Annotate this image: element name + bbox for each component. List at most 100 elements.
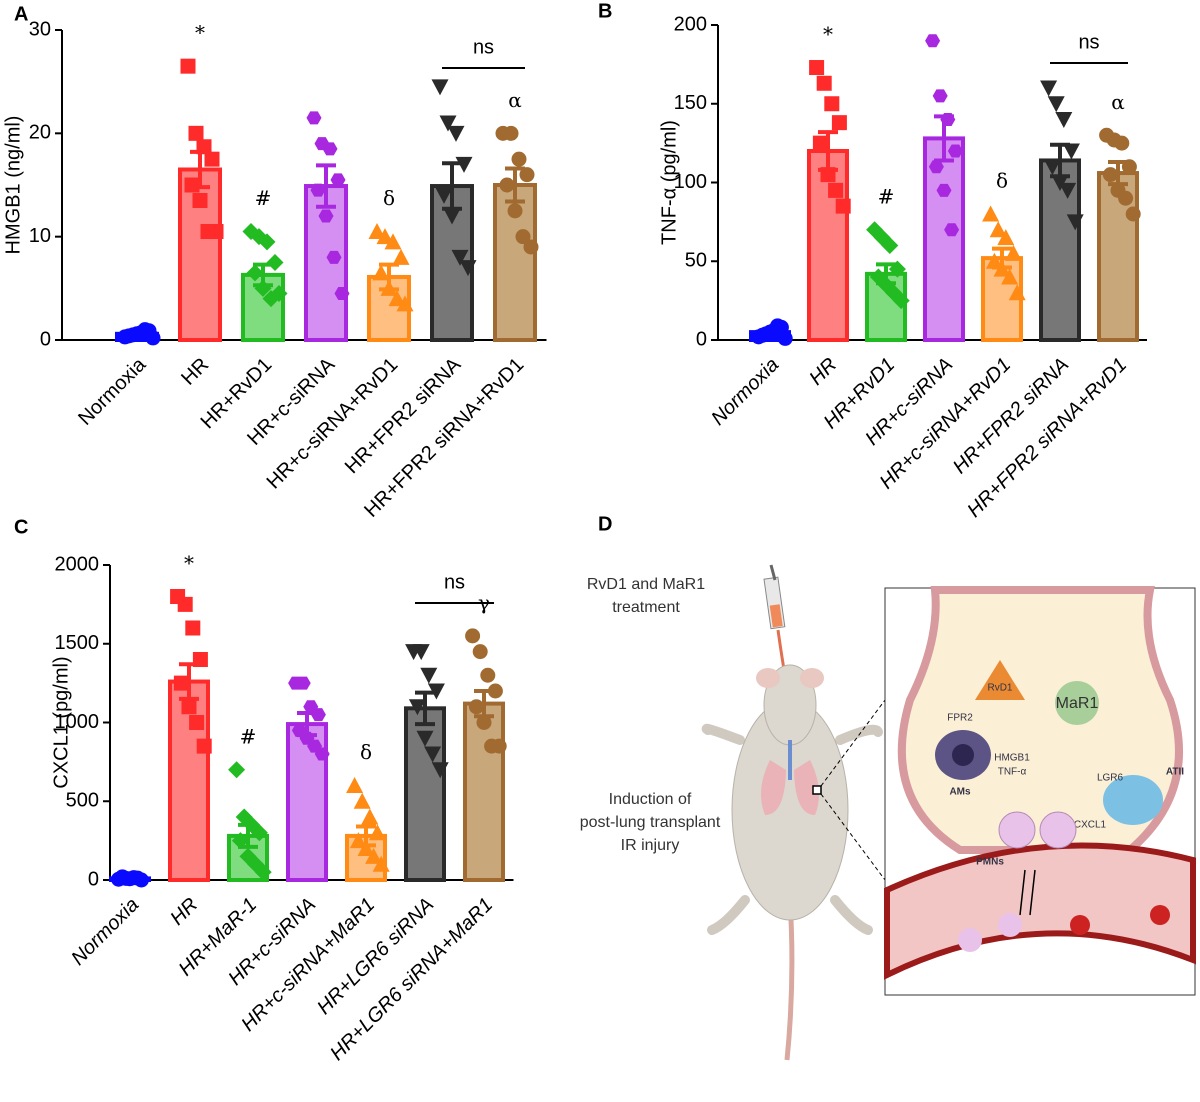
data-point <box>499 177 515 193</box>
treatment-text: treatment <box>612 599 680 616</box>
x-tick-label: HR <box>166 894 202 930</box>
data-point <box>947 144 963 158</box>
data-point <box>420 667 438 684</box>
data-point <box>346 777 364 793</box>
data-point <box>1004 244 1022 261</box>
diagram: D RvD1 and MaR1 treatment Induction of p… <box>580 513 1196 1061</box>
data-point <box>480 667 496 683</box>
data-point <box>231 832 249 850</box>
data-point <box>1066 214 1084 231</box>
data-point <box>812 135 828 151</box>
error-bar <box>760 328 780 336</box>
data-point <box>270 285 288 302</box>
atii-label: ATII <box>1166 767 1184 778</box>
data-point <box>476 715 492 730</box>
data-point <box>145 330 161 346</box>
data-point <box>881 237 899 254</box>
x-tick-label: Normoxia <box>707 354 783 430</box>
y-axis-title: CXCL1 (pg/ml) <box>50 656 72 788</box>
data-point <box>408 699 426 716</box>
data-point <box>431 79 449 96</box>
data-point <box>777 330 793 346</box>
error-bar <box>876 262 896 286</box>
data-point <box>451 249 469 266</box>
y-tick-label: 2000 <box>55 553 100 575</box>
error-bar <box>1108 160 1128 187</box>
data-point <box>180 58 196 74</box>
data-point <box>809 60 825 76</box>
x-tick-label: HR <box>177 354 213 390</box>
data-point <box>982 205 1000 222</box>
data-point <box>372 855 390 872</box>
data-point <box>188 125 204 141</box>
data-point <box>353 792 371 809</box>
data-point <box>824 96 840 112</box>
data-point <box>250 824 268 842</box>
bar <box>463 701 505 882</box>
y-tick-label: 1500 <box>55 632 100 654</box>
data-point <box>944 223 960 237</box>
x-tick-label: Normoxia <box>74 353 151 430</box>
data-point <box>416 730 434 747</box>
panel-label: B <box>598 0 612 22</box>
annotation: * <box>184 551 194 575</box>
data-point <box>173 675 189 691</box>
induction-text: IR injury <box>621 837 680 854</box>
data-point <box>1118 190 1134 206</box>
error-bar <box>179 662 199 701</box>
data-point <box>1062 143 1080 160</box>
data-point <box>468 699 484 715</box>
x-tick-label: HR+FPR2 siRNA <box>341 353 466 478</box>
error-bar <box>415 690 435 727</box>
data-point <box>828 182 844 198</box>
data-point <box>310 183 326 197</box>
bracket-label: ns <box>444 571 465 593</box>
bracket-label: ns <box>1078 31 1099 53</box>
data-point <box>447 125 465 142</box>
annotation: # <box>240 724 257 748</box>
data-point <box>892 292 910 310</box>
pmns-label: PMNs <box>976 857 1004 868</box>
data-point <box>431 762 449 779</box>
data-point <box>503 125 519 141</box>
data-point <box>376 228 394 245</box>
data-point <box>365 847 383 864</box>
data-point <box>465 628 481 644</box>
y-tick-label: 1000 <box>55 711 100 733</box>
tnf-label: TNF-α <box>998 767 1027 778</box>
data-point <box>330 173 346 187</box>
data-point <box>181 699 197 715</box>
mouse <box>701 664 886 1061</box>
data-point <box>816 75 832 91</box>
data-point <box>204 151 220 167</box>
data-point <box>835 198 851 214</box>
data-point <box>989 221 1007 238</box>
data-point <box>435 187 453 204</box>
annotation: # <box>255 186 272 210</box>
data-point <box>266 254 284 271</box>
error-bar <box>818 130 838 172</box>
annotation: # <box>878 184 895 208</box>
error-bar <box>442 161 462 211</box>
x-tick-label: Normoxia <box>67 894 143 970</box>
panel-label: D <box>598 513 612 535</box>
data-point <box>412 644 430 661</box>
data-point <box>424 746 442 763</box>
data-point <box>208 224 224 239</box>
data-point <box>322 142 338 156</box>
data-point <box>1102 167 1118 183</box>
error-bar <box>379 262 399 292</box>
data-point <box>459 260 477 277</box>
data-point <box>439 115 457 132</box>
panel-label: C <box>14 516 28 538</box>
data-point <box>1040 80 1058 97</box>
data-point <box>306 111 322 125</box>
data-point <box>515 229 531 245</box>
data-point <box>189 715 205 730</box>
annotation: δ <box>996 169 1008 193</box>
data-point <box>928 160 944 174</box>
annotation: δ <box>383 186 395 210</box>
error-bar <box>356 824 376 848</box>
data-point <box>258 233 276 251</box>
data-point <box>997 229 1015 246</box>
